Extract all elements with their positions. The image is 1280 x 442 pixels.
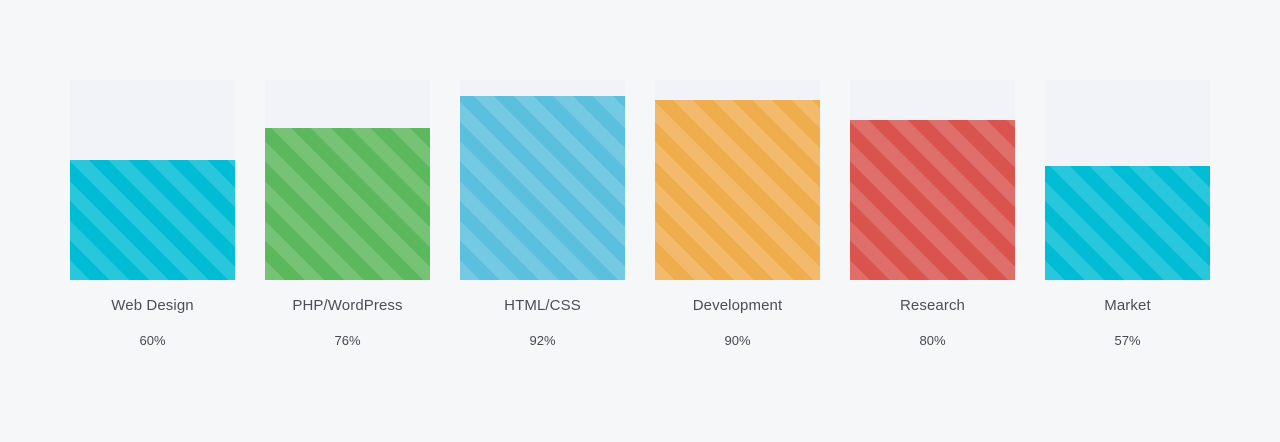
skill-web-design: Web Design 60% <box>70 80 235 349</box>
bar-track <box>70 80 235 280</box>
category-label: Research <box>900 297 965 314</box>
value-label: 80% <box>919 333 946 348</box>
category-label: Market <box>1104 297 1151 314</box>
category-label: Development <box>692 297 783 314</box>
skill-research: Research 80% <box>850 80 1015 349</box>
value-label: 92% <box>529 333 556 348</box>
bar-track <box>850 80 1015 280</box>
skill-development: Development 90% <box>655 80 820 349</box>
bar-track <box>265 80 430 280</box>
value-label: 90% <box>724 333 751 348</box>
skill-php-wordpress: PHP/WordPress 76% <box>265 80 430 349</box>
category-label: PHP/WordPress <box>292 297 403 314</box>
skill-market: Market 57% <box>1045 80 1210 349</box>
bar-stripes <box>70 160 235 280</box>
skill-html-css: HTML/CSS 92% <box>460 80 625 349</box>
bar-development <box>655 100 820 280</box>
bar-stripes <box>265 128 430 280</box>
bar-research <box>850 120 1015 280</box>
value-label: 57% <box>1114 333 1141 348</box>
bar-track <box>1045 80 1210 280</box>
bar-stripes <box>655 100 820 280</box>
bar-php-wordpress <box>265 128 430 280</box>
value-label: 60% <box>139 333 166 348</box>
bar-track <box>460 80 625 280</box>
value-label: 76% <box>334 333 361 348</box>
bar-html-css <box>460 96 625 280</box>
bar-market <box>1045 166 1210 280</box>
bar-stripes <box>460 96 625 280</box>
bar-stripes <box>1045 166 1210 280</box>
bar-stripes <box>850 120 1015 280</box>
category-label: Web Design <box>111 297 194 314</box>
category-label: HTML/CSS <box>504 297 581 314</box>
bar-track <box>655 80 820 280</box>
bar-web-design <box>70 160 235 280</box>
